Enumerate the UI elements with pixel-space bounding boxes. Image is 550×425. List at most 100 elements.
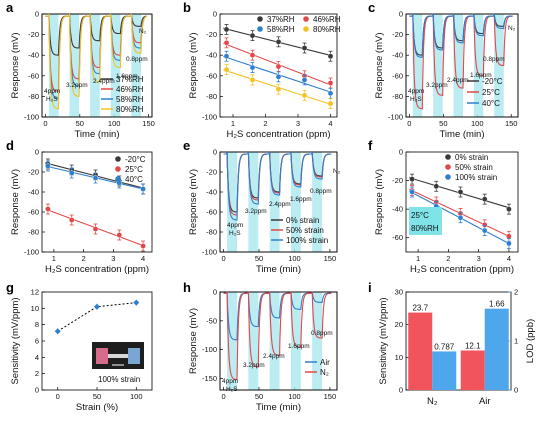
annotation: 3.2ppm [426, 82, 448, 89]
legend-marker [257, 26, 263, 32]
y-axis-label: Sensitivity (mV/ppm) [10, 297, 21, 384]
y-tick-label: 0 [35, 386, 39, 395]
y-axis-label: Response (mV) [10, 33, 21, 99]
y-tick-label: -20 [28, 30, 39, 39]
panel-h: 0 -50 -100 -150 0 50 100 150 Time (min) Response … [188, 288, 338, 413]
legend-label: 0% strain [286, 216, 319, 225]
annotation: 4ppm [222, 378, 238, 385]
data-point [327, 53, 334, 60]
data-point [409, 176, 415, 182]
x-tick-label: 100 [108, 119, 121, 128]
panel-label-e: e [183, 138, 190, 153]
plot-frame [219, 291, 338, 391]
y-tick-label: -20 [392, 176, 403, 185]
x-axis-label: Strain (%) [76, 402, 118, 413]
panel-label-i: i [368, 280, 372, 295]
exposure-band [312, 292, 323, 390]
data-point [275, 63, 282, 70]
legend-marker [115, 176, 121, 182]
legend-label: 100% strain [455, 173, 497, 182]
bar-sensitivity [460, 350, 485, 390]
y2-tick-label: 1 [514, 337, 518, 346]
data-point [275, 39, 282, 45]
data-point [327, 80, 334, 86]
bar-value-label: 23.7 [412, 304, 428, 313]
data-point [249, 32, 256, 39]
panel-i: 0 10 20 30 0 1 2 23.7 0.787 N₂ 12.1 1.66 Air Sensitiv… [378, 288, 536, 408]
y-tick-label: 4 [35, 353, 39, 362]
annotation: 4ppm [227, 222, 243, 229]
x-tick-label: 50 [93, 392, 101, 401]
inset-strip [108, 354, 128, 358]
x-tick-label: 150 [142, 119, 155, 128]
inset-caption: 100% strain [98, 375, 140, 384]
panel-label-g: g [6, 280, 14, 295]
y-tick-label: -80 [206, 228, 217, 237]
y-axis-label: Sensitivity (mV/ppm) [378, 297, 389, 384]
panel-label-b: b [183, 0, 191, 15]
bar-value-label: 1.66 [489, 300, 505, 309]
panel-label-h: h [183, 280, 191, 295]
exposure-band [433, 14, 443, 117]
panel-c: 0 -20 -40 -60 -80 -100 0 50 100 150 Time (min) Resp… [374, 10, 519, 140]
data-point [301, 92, 308, 99]
data-point [45, 163, 51, 169]
x-tick-label: 150 [505, 119, 518, 128]
exposure-band [227, 292, 238, 390]
data-point [249, 64, 256, 71]
data-point [140, 186, 146, 192]
x-tick-label: 4 [507, 254, 511, 263]
y-tick-label: -100 [388, 113, 403, 122]
x-axis-label: H₂S concentration (ppm) [45, 264, 149, 275]
y-tick-label: -100 [202, 113, 217, 122]
exposure-band [290, 152, 301, 252]
legend-marker [445, 174, 451, 180]
annotation: 1.6ppm [288, 343, 310, 350]
y-axis-label: Response (mV) [10, 169, 21, 235]
x-tick-label: 4 [141, 254, 145, 263]
y-tick-label: -60 [392, 233, 403, 242]
series-line-100% strain [223, 151, 332, 221]
legend-marker [115, 156, 121, 162]
data-point [116, 232, 123, 238]
y-axis-label: Response (mV) [188, 308, 199, 374]
x-tick-label: 0 [407, 119, 411, 128]
data-point [275, 86, 282, 92]
annotation: 2.4ppm [269, 201, 291, 208]
x-axis-label: H₂S concentration (ppm) [226, 129, 330, 140]
y-axis-label: Response (mV) [374, 169, 385, 235]
panel-label-d: d [6, 138, 14, 153]
x-axis-label: Time (min) [256, 264, 301, 275]
plot-frame [405, 151, 519, 253]
exposure-band [227, 152, 238, 252]
x-tick-label: 150 [324, 254, 337, 263]
data-point [223, 26, 230, 33]
y-tick-label: 0 [399, 386, 403, 395]
plot-frame [41, 13, 153, 118]
x-tick-label: 3 [296, 119, 300, 128]
y-tick-label: 0 [399, 148, 403, 157]
y-tick-label: -60 [206, 208, 217, 217]
x-tick-label: 0 [43, 119, 47, 128]
y-tick-label: 0 [35, 10, 39, 19]
y2-tick-label: 2 [514, 288, 518, 297]
x-tick-label: 0 [221, 254, 225, 263]
y-tick-label: -20 [206, 30, 217, 39]
data-point [301, 77, 308, 83]
x-tick-label: 1 [416, 254, 420, 263]
data-point [133, 299, 140, 306]
y-tick-label: -60 [28, 208, 39, 217]
x-tick-label: 100 [288, 392, 301, 401]
x-tick-label: 50 [255, 254, 263, 263]
exposure-band [494, 14, 504, 117]
y-tick-label: 0 [213, 288, 217, 297]
y-tick-label: -80 [392, 92, 403, 101]
legend-label: 40°C [125, 175, 143, 184]
panel-label-a: a [6, 0, 14, 15]
inset-blue-electrode [128, 348, 140, 364]
y-tick-label: -40 [28, 188, 39, 197]
data-point [249, 52, 256, 59]
legend-label: 25°C [482, 88, 500, 97]
series-line-80%RH [45, 13, 147, 110]
annotation: H₂S [229, 230, 241, 237]
